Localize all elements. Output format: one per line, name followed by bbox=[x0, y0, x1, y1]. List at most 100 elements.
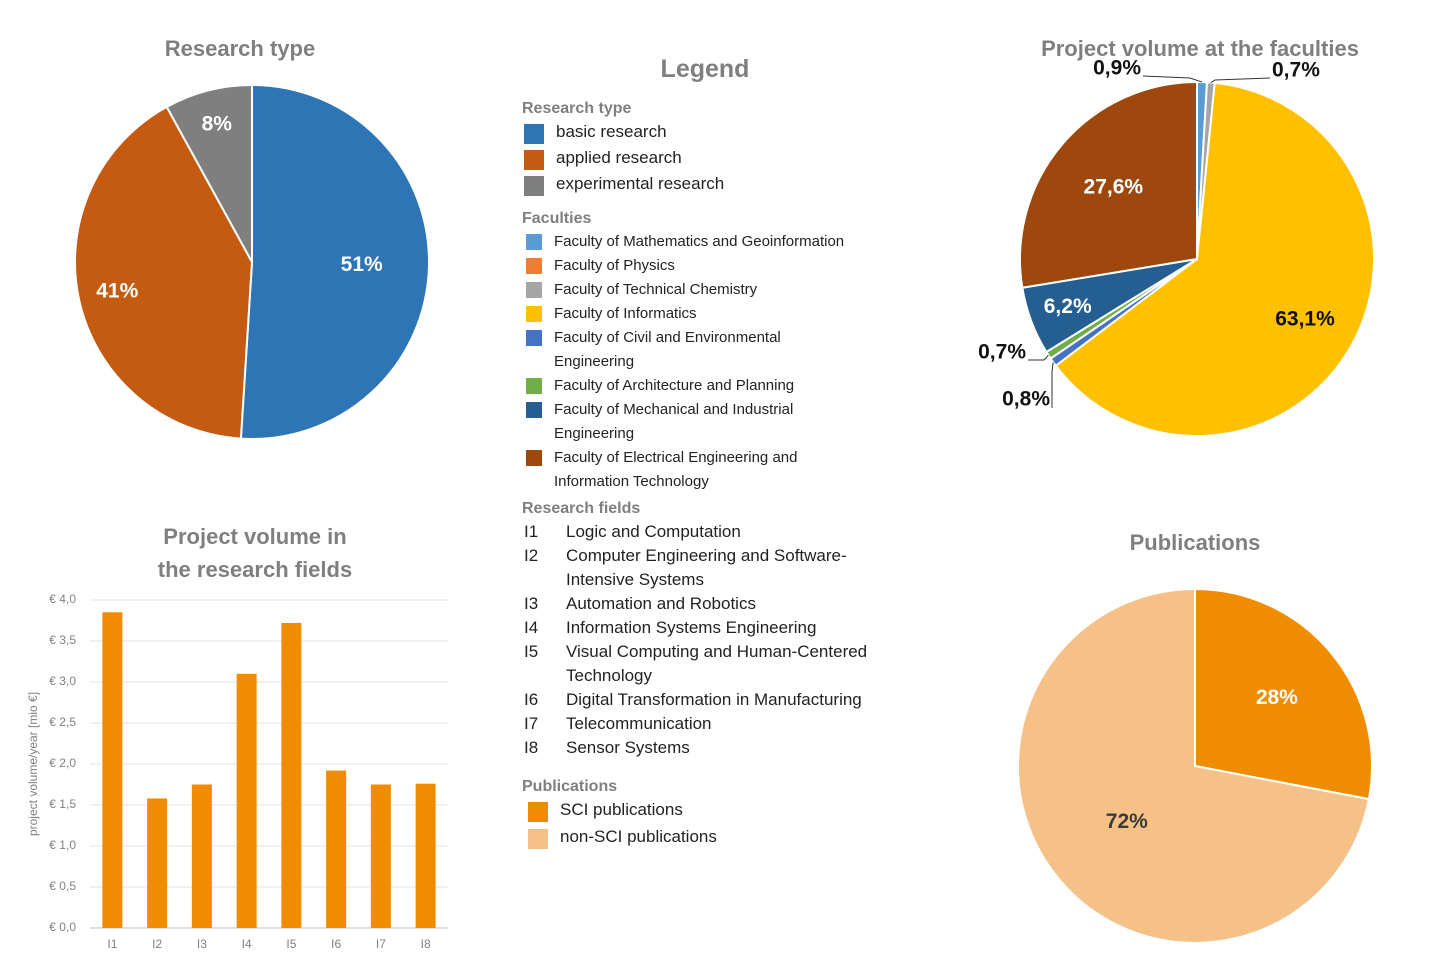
leader-line bbox=[1142, 75, 1203, 83]
pie-label-faculty-of-informatics: 63,1% bbox=[1275, 307, 1335, 330]
bar-i5 bbox=[281, 622, 302, 928]
legend-item-field: I6 Digital Transformation in Manufacturi… bbox=[520, 688, 940, 712]
y-tick-label: € 3,0 bbox=[49, 674, 76, 688]
research-fields-title-line1: Project volume in bbox=[163, 524, 347, 549]
pie-label-faculty-of-technical-chemistry: 0,7% bbox=[1272, 59, 1320, 82]
swatch-basic-research bbox=[524, 124, 544, 144]
legend-panel: Legend Research type basic research appl… bbox=[520, 55, 940, 852]
field-code: I2 bbox=[524, 546, 539, 565]
bar-i4 bbox=[236, 673, 257, 928]
research-type-title: Research type bbox=[164, 36, 316, 61]
field-label: Sensor Systems bbox=[566, 738, 690, 757]
pie-label-faculty-of-mathematics-and-geoinformation: 0,9% bbox=[1093, 57, 1141, 80]
legend-item-faculty: Faculty of Technical Chemistry bbox=[520, 278, 940, 302]
x-tick-label: I6 bbox=[331, 937, 341, 951]
field-code: I5 bbox=[524, 642, 539, 661]
legend-label: experimental research bbox=[556, 174, 725, 193]
pie-slice-sci-publications bbox=[1194, 587, 1373, 801]
swatch-experimental-research bbox=[524, 176, 544, 196]
bar-i1 bbox=[102, 612, 123, 928]
bar-i3 bbox=[191, 784, 212, 928]
pie-slice-experimental-research bbox=[165, 83, 253, 263]
pie-slice-faculty-of-electrical-engineering-and-information-technology bbox=[1019, 80, 1198, 289]
y-tick-label: € 4,0 bbox=[49, 592, 76, 606]
legend-item-faculty: Faculty of Informatics bbox=[520, 302, 940, 326]
legend-faculties-title: Faculties bbox=[522, 210, 592, 227]
swatch-non-sci bbox=[528, 829, 548, 849]
swatch-faculty-mathematics bbox=[526, 234, 542, 250]
legend-label: Faculty of Technical Chemistry bbox=[554, 281, 758, 298]
pie-slice-non-sci-publications bbox=[1017, 587, 1371, 944]
field-label: Visual Computing and Human-Centered Tech… bbox=[566, 642, 868, 685]
legend-label: Faculty of Informatics bbox=[554, 305, 697, 322]
field-code: I4 bbox=[524, 618, 539, 637]
legend-research-type-title: Research type bbox=[522, 100, 632, 117]
leader-line bbox=[1028, 354, 1049, 361]
legend-label: Faculty of Electrical Engineering and In… bbox=[554, 449, 798, 490]
legend-title: Legend bbox=[660, 55, 750, 83]
legend-item-basic-research: basic research bbox=[520, 120, 940, 146]
swatch-faculty-civil bbox=[526, 330, 542, 346]
y-tick-label: € 2,0 bbox=[49, 756, 76, 770]
swatch-faculty-mechanical bbox=[526, 402, 542, 418]
field-label: Telecommunication bbox=[566, 714, 712, 733]
pie-slice-applied-research bbox=[74, 105, 254, 440]
legend-label: SCI publications bbox=[560, 800, 683, 819]
legend-item-field: I1 Logic and Computation bbox=[520, 520, 940, 544]
legend-label: applied research bbox=[556, 148, 682, 167]
faculty-volume-title: Project volume at the faculties bbox=[1041, 36, 1359, 61]
swatch-applied-research bbox=[524, 150, 544, 170]
legend-item-faculty: Faculty of Mechanical and Industrial Eng… bbox=[520, 398, 940, 446]
field-code: I1 bbox=[524, 522, 539, 541]
field-label: Logic and Computation bbox=[566, 522, 741, 541]
legend-item-non-sci: non-SCI publications bbox=[520, 825, 940, 852]
bar-i8 bbox=[415, 783, 436, 928]
pie-label-non-sci-publications: 72% bbox=[1106, 810, 1148, 833]
x-tick-label: I3 bbox=[197, 937, 207, 951]
bar-i7 bbox=[370, 784, 391, 928]
swatch-faculty-chemistry bbox=[526, 282, 542, 298]
y-tick-label: € 3,5 bbox=[49, 633, 76, 647]
y-tick-label: € 1,5 bbox=[49, 797, 76, 811]
field-code: I8 bbox=[524, 738, 539, 757]
swatch-sci bbox=[528, 802, 548, 822]
y-axis-title: project volume/year [mio €] bbox=[26, 692, 40, 836]
swatch-faculty-electrical bbox=[526, 450, 542, 466]
legend-item-faculty: Faculty of Mathematics and Geoinformatio… bbox=[520, 230, 940, 254]
legend-item-faculty: Faculty of Physics bbox=[520, 254, 940, 278]
publications-title: Publications bbox=[1129, 530, 1261, 555]
legend-label: Faculty of Civil and Environmental Engin… bbox=[554, 329, 781, 370]
pie-slice-faculty-of-informatics bbox=[1054, 81, 1375, 437]
pie-label-faculty-of-mechanical-and-industrial-engineering: 6,2% bbox=[1044, 295, 1092, 318]
legend-item-field: I3 Automation and Robotics bbox=[520, 592, 940, 616]
legend-label: Faculty of Mechanical and Industrial Eng… bbox=[554, 401, 794, 442]
field-label: Computer Engineering and Software-Intens… bbox=[566, 546, 847, 589]
legend-item-sci: SCI publications bbox=[520, 798, 940, 825]
pie-label-experimental-research: 8% bbox=[202, 112, 233, 135]
leader-line bbox=[1210, 77, 1271, 83]
legend-label: non-SCI publications bbox=[560, 827, 717, 846]
swatch-faculty-physics bbox=[526, 258, 542, 274]
pie-label-sci-publications: 28% bbox=[1256, 686, 1298, 709]
legend-label: Faculty of Mathematics and Geoinformatio… bbox=[554, 233, 845, 250]
legend-item-applied-research: applied research bbox=[520, 146, 940, 172]
legend-item-field: I5 Visual Computing and Human-Centered T… bbox=[520, 640, 940, 688]
legend-label: basic research bbox=[556, 122, 667, 141]
x-tick-label: I2 bbox=[152, 937, 162, 951]
swatch-faculty-informatics bbox=[526, 306, 542, 322]
field-label: Information Systems Engineering bbox=[566, 618, 817, 637]
legend-item-field: I4 Information Systems Engineering bbox=[520, 616, 940, 640]
legend-item-experimental-research: experimental research bbox=[520, 172, 940, 198]
y-tick-label: € 1,0 bbox=[49, 838, 76, 852]
bar-i2 bbox=[147, 798, 168, 928]
swatch-faculty-architecture bbox=[526, 378, 542, 394]
field-code: I3 bbox=[524, 594, 539, 613]
x-tick-label: I7 bbox=[376, 937, 386, 951]
legend-item-field: I7 Telecommunication bbox=[520, 712, 940, 736]
pie-label-applied-research: 41% bbox=[96, 280, 138, 303]
pie-label-basic-research: 51% bbox=[341, 253, 383, 276]
pie-label-faculty-of-electrical-engineering-and-information-technology: 27,6% bbox=[1084, 176, 1144, 199]
